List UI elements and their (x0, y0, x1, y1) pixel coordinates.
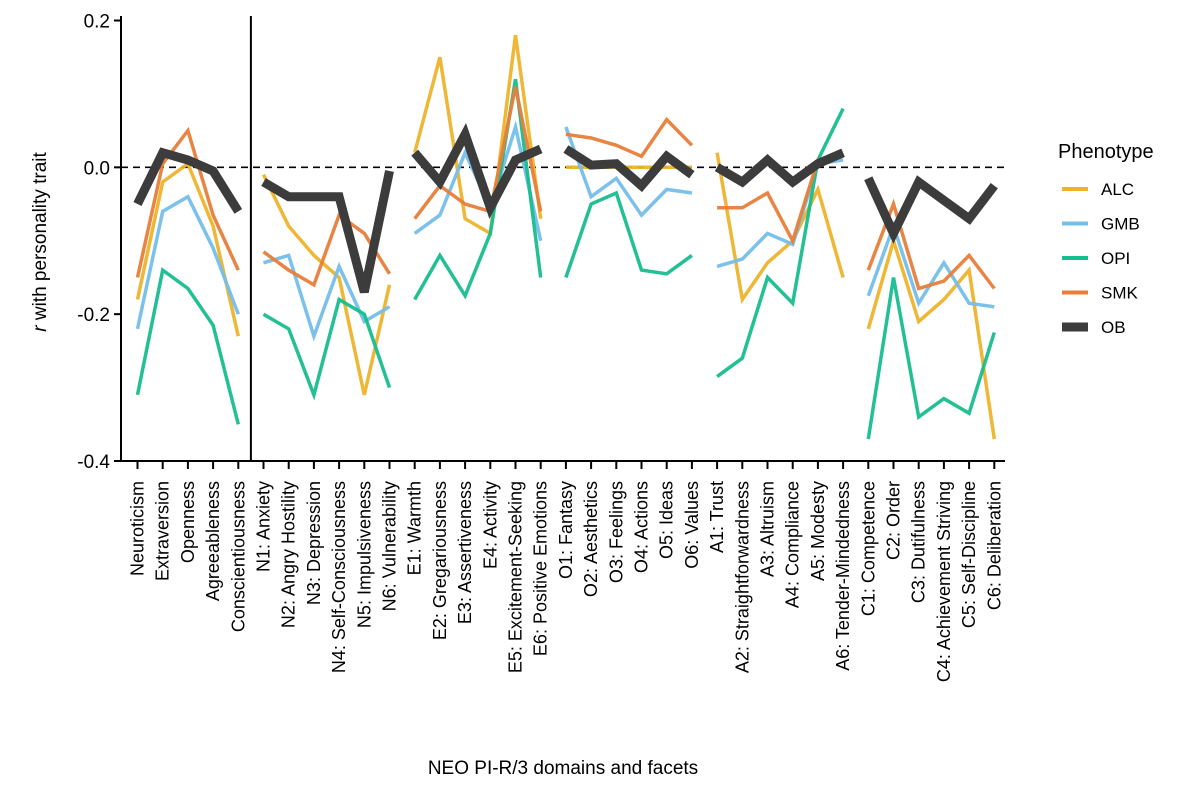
x-tick-label: C3: Dutifulness (909, 481, 929, 603)
legend-label-ob: OB (1101, 318, 1126, 337)
series-line-gmb (263, 253, 391, 342)
x-tick-label: Extraversion (153, 481, 173, 581)
x-tick-label: O1: Fantasy (556, 481, 576, 579)
x-tick-label: C2: Order (884, 481, 904, 560)
x-tick-label: A1: Trust (707, 481, 727, 553)
x-tick-label: A5: Modesty (808, 481, 828, 581)
x-tick-label: N3: Depression (304, 481, 324, 605)
x-tick-label: N6: Vulnerability (380, 481, 400, 611)
x-tick-label: C4: Achievement Striving (934, 481, 954, 682)
series-ob (133, 123, 998, 294)
series-line-opi (564, 190, 693, 279)
x-tick-label: A4: Compliance (783, 481, 803, 608)
legend-label-opi: OPI (1101, 249, 1130, 268)
legend-label-gmb: GMB (1101, 215, 1140, 234)
x-tick-label: A2: Straightforwardness (732, 481, 752, 673)
series-line-alc (413, 34, 543, 237)
x-tick-label: Openness (178, 481, 198, 563)
x-axis-title: NEO PI-R/3 domains and facets (428, 758, 698, 779)
x-tick-label: C5: Self-Discipline (959, 481, 979, 628)
legend-label-smk: SMK (1101, 284, 1139, 303)
series-line-alc (866, 234, 997, 440)
series-line-gmb (564, 126, 693, 218)
y-axis-title-rest: with personality trait (30, 152, 51, 326)
series-line-smk (135, 126, 240, 278)
x-tick-label: Conscientiousness (228, 481, 248, 632)
x-tick-label: O3: Feelings (606, 481, 626, 583)
y-tick-label: 0.2 (84, 12, 110, 33)
x-tick-label: E6: Positive Emotions (531, 481, 551, 656)
series-layer (133, 34, 998, 440)
series-line-ob (563, 145, 695, 193)
y-tick-label: -0.4 (77, 452, 110, 473)
x-tick-label: E3: Assertiveness (455, 481, 475, 624)
x-tick-label: E1: Warmth (405, 481, 425, 575)
x-tick-label: O5: Ideas (657, 481, 677, 559)
series-line-alc (261, 173, 392, 396)
legend-items: ALC GMB OPI SMK OB (1062, 180, 1140, 337)
x-tick-label: E2: Gregariousness (430, 481, 450, 640)
series-line-alc (715, 152, 845, 305)
legend-label-alc: ALC (1101, 180, 1134, 199)
x-tick-label: Neuroticism (128, 481, 148, 576)
series-line-ob (714, 148, 845, 188)
x-tick-label: E4: Activity (480, 481, 500, 569)
series-line-ob (411, 123, 543, 219)
series-smk (135, 86, 996, 291)
series-line-smk (413, 86, 543, 220)
x-tick-label: E5: Excitement-Seeking (506, 481, 526, 673)
x-tick-label: O4: Actions (632, 481, 652, 573)
y-axis-title-italic: r (30, 325, 51, 332)
series-opi (135, 78, 996, 440)
legend-title: Phenotype (1058, 141, 1154, 163)
series-line-ob (261, 170, 394, 294)
x-tick-label: O2: Aesthetics (581, 481, 601, 597)
x-tick-label: N1: Anxiety (254, 481, 274, 572)
series-line-ob (864, 175, 998, 244)
series-line-opi (262, 296, 392, 401)
series-line-opi (866, 277, 996, 440)
x-tick-label: N2: Angry Hostility (279, 481, 299, 628)
y-axis-title: r with personality trait (30, 152, 51, 332)
axes-layer (114, 16, 1005, 469)
x-tick-label: N4: Self-Consciousness (329, 481, 349, 673)
series-line-opi (716, 107, 845, 379)
x-tick-label: A6: Tender-Mindedness (833, 481, 853, 671)
series-line-ob (133, 147, 243, 214)
x-tick-label: A3: Altruism (758, 481, 778, 577)
legend: Phenotype ALC GMB OPI SMK OB (1058, 141, 1154, 337)
series-line-gmb (135, 194, 240, 330)
x-tick-label: C1: Competence (858, 481, 878, 616)
x-tick-label: C6: Deliberation (984, 481, 1004, 610)
series-line-opi (135, 267, 240, 425)
series-alc (135, 34, 997, 440)
series-line-smk (262, 212, 391, 288)
series-line-smk (565, 116, 694, 159)
x-tick-label: N5: Impulsiveness (354, 481, 374, 628)
x-tick-labels: Neuroticism Extraversion Openness Agreeable… (128, 481, 1005, 682)
y-tick-label: 0.0 (84, 158, 110, 179)
y-tick-labels: 0.2 0.0 -0.2 -0.4 (77, 12, 110, 474)
x-tick-label: O6: Values (682, 481, 702, 569)
reference-layer (121, 16, 1005, 461)
x-tick-label: Agreeableness (203, 481, 223, 601)
y-tick-label: -0.2 (77, 305, 110, 326)
series-gmb (135, 120, 995, 342)
